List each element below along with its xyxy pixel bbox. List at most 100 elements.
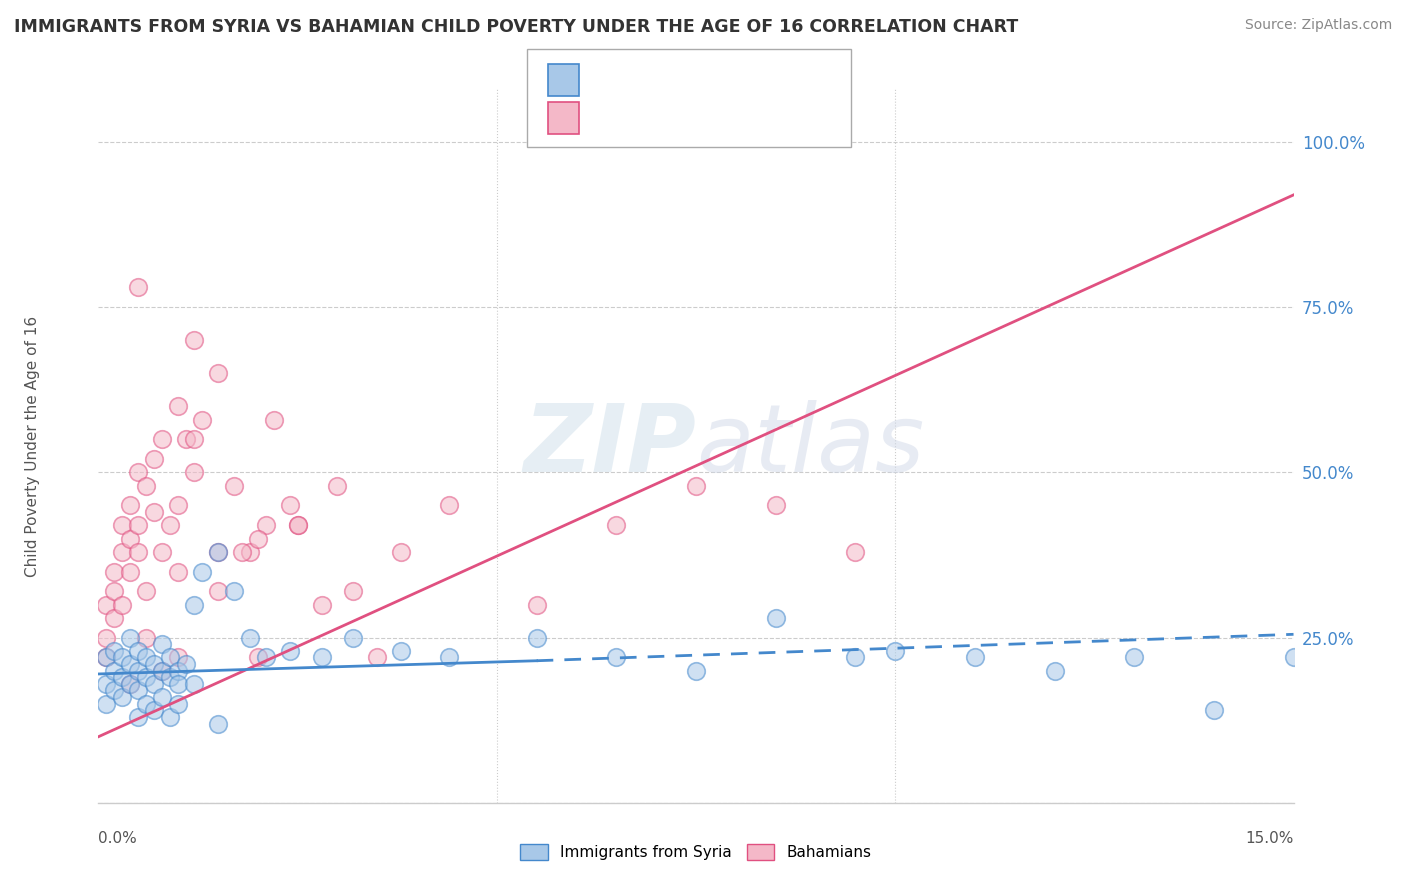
Point: [111, 650, 134, 665]
Point: [120, 657, 142, 671]
Text: 15.0%: 15.0%: [1246, 831, 1294, 847]
Text: 59: 59: [734, 109, 756, 127]
Point: [159, 710, 181, 724]
Point: [150, 545, 173, 559]
Point: [103, 664, 125, 678]
Point: [844, 545, 866, 559]
Point: [174, 433, 197, 447]
Point: [103, 644, 125, 658]
Point: [127, 518, 149, 533]
Point: [135, 650, 157, 665]
Point: [120, 677, 142, 691]
Point: [389, 545, 412, 559]
Point: [1202, 703, 1225, 717]
Point: [239, 631, 262, 645]
Point: [167, 400, 190, 414]
Point: [103, 584, 125, 599]
Point: [437, 650, 460, 665]
Point: [103, 611, 125, 625]
Point: [167, 565, 190, 579]
Point: [526, 598, 548, 612]
Point: [222, 478, 245, 492]
Point: [143, 452, 166, 467]
Point: [96, 650, 118, 665]
Point: [135, 478, 157, 492]
Point: [526, 631, 548, 645]
Point: [231, 545, 253, 559]
Point: [159, 650, 181, 665]
Text: R =: R =: [591, 111, 624, 125]
Point: [1043, 664, 1066, 678]
Point: [150, 690, 173, 704]
Text: 0.0%: 0.0%: [98, 831, 138, 847]
Point: [111, 670, 134, 684]
Point: [342, 631, 364, 645]
Point: [150, 664, 173, 678]
Point: [884, 644, 907, 658]
Point: [685, 478, 707, 492]
Point: [111, 518, 134, 533]
Point: [167, 677, 190, 691]
Point: [183, 433, 205, 447]
Point: [167, 650, 190, 665]
Point: [96, 697, 118, 711]
Legend: Immigrants from Syria, Bahamians: Immigrants from Syria, Bahamians: [515, 838, 877, 866]
Point: [437, 499, 460, 513]
Point: [278, 499, 301, 513]
Point: [207, 545, 229, 559]
Point: [389, 644, 412, 658]
Point: [135, 697, 157, 711]
Point: [135, 584, 157, 599]
Point: [96, 650, 118, 665]
Point: [159, 518, 181, 533]
Point: [183, 677, 205, 691]
Point: [111, 598, 134, 612]
Point: [143, 657, 166, 671]
Point: [167, 499, 190, 513]
Point: [222, 584, 245, 599]
Point: [183, 466, 205, 480]
Point: [207, 584, 229, 599]
Text: Source: ZipAtlas.com: Source: ZipAtlas.com: [1244, 18, 1392, 32]
Text: 0.112: 0.112: [636, 71, 688, 89]
Point: [342, 584, 364, 599]
Point: [135, 631, 157, 645]
Text: ZIP: ZIP: [523, 400, 696, 492]
Text: 0.500: 0.500: [636, 109, 688, 127]
Point: [326, 478, 349, 492]
Point: [183, 598, 205, 612]
Point: [278, 644, 301, 658]
Point: [191, 412, 214, 426]
Point: [96, 677, 118, 691]
Point: [366, 650, 388, 665]
Point: [127, 664, 149, 678]
Point: [263, 412, 285, 426]
Point: [254, 650, 277, 665]
Point: [167, 697, 190, 711]
Point: [605, 518, 627, 533]
Point: [207, 716, 229, 731]
Point: [135, 670, 157, 684]
Point: [167, 664, 190, 678]
Point: [311, 598, 333, 612]
Point: [103, 565, 125, 579]
Point: [246, 650, 269, 665]
Point: [143, 703, 166, 717]
Point: [150, 433, 173, 447]
Point: [127, 466, 149, 480]
Point: [311, 650, 333, 665]
Text: atlas: atlas: [696, 401, 924, 491]
Text: N =: N =: [692, 111, 725, 125]
Point: [159, 670, 181, 684]
Point: [127, 545, 149, 559]
Point: [765, 499, 787, 513]
Point: [287, 518, 309, 533]
Point: [111, 690, 134, 704]
Point: [150, 664, 173, 678]
Text: Child Poverty Under the Age of 16: Child Poverty Under the Age of 16: [25, 316, 41, 576]
Text: IMMIGRANTS FROM SYRIA VS BAHAMIAN CHILD POVERTY UNDER THE AGE OF 16 CORRELATION : IMMIGRANTS FROM SYRIA VS BAHAMIAN CHILD …: [14, 18, 1018, 36]
Point: [1123, 650, 1146, 665]
Point: [96, 631, 118, 645]
Point: [207, 545, 229, 559]
Point: [143, 677, 166, 691]
